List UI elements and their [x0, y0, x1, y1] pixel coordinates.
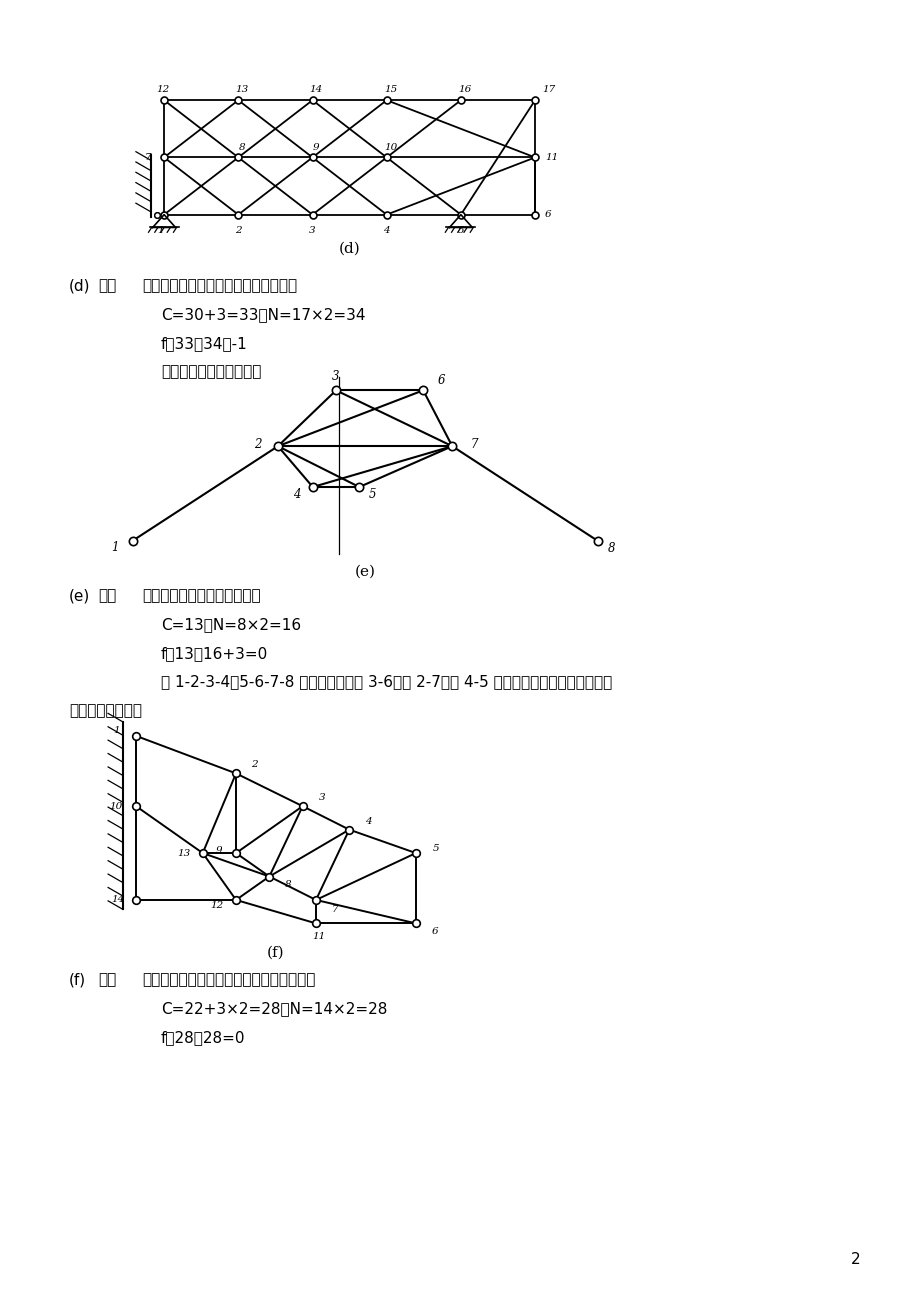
Text: 10: 10 — [383, 143, 397, 151]
Text: 8: 8 — [284, 880, 291, 889]
Text: 视杆和铰支座为约束，结点为自由体。: 视杆和铰支座为约束，结点为自由体。 — [142, 279, 298, 294]
Text: 8: 8 — [607, 542, 615, 555]
Text: (d): (d) — [69, 279, 90, 294]
Text: 9: 9 — [216, 846, 222, 855]
Text: 11: 11 — [312, 932, 325, 941]
Text: C=30+3=33，N=17×2=34: C=30+3=33，N=17×2=34 — [161, 307, 365, 323]
Text: 12: 12 — [156, 86, 169, 95]
Text: 14: 14 — [310, 86, 323, 95]
Text: 8: 8 — [238, 143, 245, 151]
Text: 7: 7 — [471, 437, 478, 450]
Text: 5: 5 — [432, 844, 438, 853]
Text: (e): (e) — [354, 565, 375, 578]
Text: C=22+3×2=28，N=14×2=28: C=22+3×2=28，N=14×2=28 — [161, 1001, 387, 1017]
Text: 5: 5 — [457, 227, 464, 236]
Text: 解：: 解： — [98, 589, 117, 604]
Text: 2: 2 — [251, 760, 257, 769]
Text: 1: 1 — [113, 725, 119, 734]
Text: 5: 5 — [368, 488, 375, 501]
Text: 17: 17 — [541, 86, 554, 95]
Text: 6: 6 — [431, 927, 437, 936]
Text: (f): (f) — [267, 945, 285, 960]
Text: 4: 4 — [383, 227, 390, 236]
Text: C=13，N=8×2=16: C=13，N=8×2=16 — [161, 617, 301, 633]
Text: 14: 14 — [110, 896, 124, 905]
Text: 4: 4 — [292, 488, 300, 501]
Text: 4: 4 — [364, 816, 371, 825]
Text: (f): (f) — [69, 973, 86, 988]
Text: 6: 6 — [545, 210, 551, 219]
Text: 7: 7 — [144, 152, 151, 161]
Text: 16: 16 — [458, 86, 471, 95]
Text: 11: 11 — [544, 152, 558, 161]
Text: 15: 15 — [383, 86, 397, 95]
Text: f＝13－16+3=0: f＝13－16+3=0 — [161, 646, 268, 661]
Text: f＝33－34＝-1: f＝33－34＝-1 — [161, 336, 247, 352]
Text: 解：: 解： — [98, 973, 117, 988]
Text: 1: 1 — [111, 540, 119, 553]
Text: (e): (e) — [69, 589, 90, 604]
Text: 1: 1 — [157, 227, 164, 236]
Text: 3: 3 — [332, 370, 339, 383]
Text: 视杆为约束，结点为自由体。: 视杆为约束，结点为自由体。 — [142, 589, 261, 604]
Text: f＝28－28=0: f＝28－28=0 — [161, 1030, 245, 1046]
Text: 故该桁架为几何可变系。: 故该桁架为几何可变系。 — [161, 365, 261, 380]
Text: 解：: 解： — [98, 279, 117, 294]
Text: 3: 3 — [309, 227, 315, 236]
Text: 9: 9 — [312, 143, 319, 151]
Text: 12: 12 — [210, 901, 223, 910]
Text: 13: 13 — [235, 86, 248, 95]
Text: 为瞬时可变系统。: 为瞬时可变系统。 — [69, 703, 142, 719]
Text: 将 1-2-3-4、5-6-7-8 看作两刚片，杆 3-6、杆 2-7、杆 4-5 相互平行，由两刚片原则知，: 将 1-2-3-4、5-6-7-8 看作两刚片，杆 3-6、杆 2-7、杆 4-… — [161, 674, 611, 690]
Text: 2: 2 — [850, 1251, 859, 1267]
Text: (d): (d) — [338, 242, 360, 256]
Text: 2: 2 — [234, 227, 242, 236]
Text: 10: 10 — [109, 802, 122, 811]
Text: 13: 13 — [177, 849, 190, 858]
Text: 7: 7 — [331, 905, 337, 914]
Text: 6: 6 — [437, 375, 445, 388]
Text: 视杆和固定铰支座为约束，结点为自由体。: 视杆和固定铰支座为约束，结点为自由体。 — [142, 973, 315, 988]
Text: 2: 2 — [254, 437, 261, 450]
Text: 3: 3 — [319, 793, 325, 802]
